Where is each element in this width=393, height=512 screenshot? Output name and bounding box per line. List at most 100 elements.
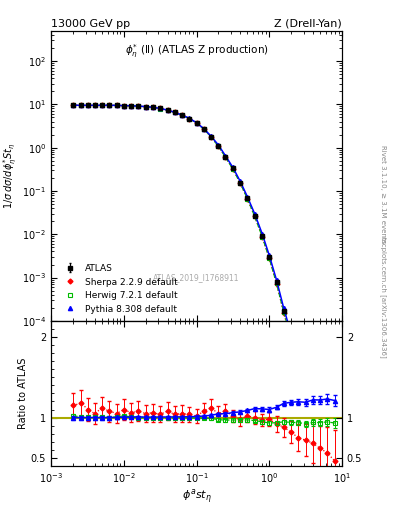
Herwig 7.2.1 default — [318, 454, 322, 460]
Herwig 7.2.1 default — [223, 154, 228, 160]
Herwig 7.2.1 default — [92, 102, 97, 109]
Herwig 7.2.1 default — [121, 102, 126, 109]
Herwig 7.2.1 default — [289, 335, 294, 342]
Sherpa 2.2.9 default — [187, 115, 192, 121]
Pythia 8.308 default — [289, 331, 294, 337]
Sherpa 2.2.9 default — [310, 428, 315, 434]
Herwig 7.2.1 default — [209, 134, 213, 140]
Herwig 7.2.1 default — [260, 233, 264, 240]
Sherpa 2.2.9 default — [143, 103, 148, 110]
Sherpa 2.2.9 default — [85, 102, 90, 108]
Sherpa 2.2.9 default — [121, 102, 126, 109]
Pythia 8.308 default — [202, 125, 206, 132]
Sherpa 2.2.9 default — [71, 102, 75, 108]
Sherpa 2.2.9 default — [165, 107, 170, 113]
Pythia 8.308 default — [114, 102, 119, 109]
Sherpa 2.2.9 default — [325, 495, 330, 501]
Pythia 8.308 default — [230, 164, 235, 170]
Sherpa 2.2.9 default — [209, 134, 213, 140]
Pythia 8.308 default — [121, 102, 126, 109]
Herwig 7.2.1 default — [79, 102, 84, 109]
Herwig 7.2.1 default — [136, 103, 141, 109]
Pythia 8.308 default — [325, 482, 330, 488]
Text: ATLAS_2019_I1768911: ATLAS_2019_I1768911 — [153, 273, 240, 282]
Sherpa 2.2.9 default — [107, 102, 112, 109]
Text: Rivet 3.1.10, ≥ 3.1M events: Rivet 3.1.10, ≥ 3.1M events — [380, 145, 386, 244]
Sherpa 2.2.9 default — [303, 396, 308, 402]
Pythia 8.308 default — [310, 417, 315, 423]
Herwig 7.2.1 default — [230, 166, 235, 172]
Herwig 7.2.1 default — [180, 112, 184, 118]
Sherpa 2.2.9 default — [202, 126, 206, 132]
Herwig 7.2.1 default — [114, 102, 119, 109]
Text: 13000 GeV pp: 13000 GeV pp — [51, 18, 130, 29]
Pythia 8.308 default — [209, 133, 213, 139]
Herwig 7.2.1 default — [85, 102, 90, 109]
Pythia 8.308 default — [79, 102, 84, 109]
Sherpa 2.2.9 default — [158, 105, 162, 112]
Herwig 7.2.1 default — [202, 126, 206, 132]
Pythia 8.308 default — [187, 115, 192, 121]
Pythia 8.308 default — [107, 102, 112, 109]
Pythia 8.308 default — [318, 449, 322, 455]
Sherpa 2.2.9 default — [245, 196, 250, 202]
Pythia 8.308 default — [260, 230, 264, 237]
Y-axis label: Ratio to ATLAS: Ratio to ATLAS — [18, 358, 28, 429]
Pythia 8.308 default — [194, 120, 199, 126]
Pythia 8.308 default — [129, 103, 134, 109]
Pythia 8.308 default — [252, 210, 257, 217]
Pythia 8.308 default — [267, 252, 272, 258]
Herwig 7.2.1 default — [71, 102, 75, 109]
Pythia 8.308 default — [223, 153, 228, 159]
Pythia 8.308 default — [85, 102, 90, 109]
Herwig 7.2.1 default — [151, 104, 155, 111]
Pythia 8.308 default — [274, 277, 279, 283]
Line: Herwig 7.2.1 default: Herwig 7.2.1 default — [71, 103, 337, 512]
Pythia 8.308 default — [136, 103, 141, 109]
Sherpa 2.2.9 default — [180, 112, 184, 118]
Herwig 7.2.1 default — [107, 102, 112, 109]
Pythia 8.308 default — [92, 102, 97, 109]
Sherpa 2.2.9 default — [318, 460, 322, 466]
Herwig 7.2.1 default — [129, 103, 134, 109]
Pythia 8.308 default — [303, 387, 308, 393]
Pythia 8.308 default — [238, 178, 242, 184]
Sherpa 2.2.9 default — [151, 104, 155, 110]
Pythia 8.308 default — [245, 194, 250, 200]
Pythia 8.308 default — [165, 107, 170, 113]
Sherpa 2.2.9 default — [252, 213, 257, 219]
Herwig 7.2.1 default — [172, 110, 177, 116]
Sherpa 2.2.9 default — [114, 102, 119, 109]
Herwig 7.2.1 default — [158, 105, 162, 112]
Sherpa 2.2.9 default — [260, 233, 264, 240]
Sherpa 2.2.9 default — [289, 337, 294, 343]
Herwig 7.2.1 default — [274, 281, 279, 287]
Line: Sherpa 2.2.9 default: Sherpa 2.2.9 default — [71, 103, 336, 512]
Text: Z (Drell-Yan): Z (Drell-Yan) — [274, 18, 342, 29]
Herwig 7.2.1 default — [143, 103, 148, 110]
Sherpa 2.2.9 default — [136, 103, 141, 109]
Sherpa 2.2.9 default — [172, 109, 177, 115]
Pythia 8.308 default — [143, 103, 148, 110]
X-axis label: $\phi^{a}st_{\eta}$: $\phi^{a}st_{\eta}$ — [182, 487, 211, 506]
Y-axis label: $1/\sigma\,d\sigma/d\phi^{*}_{\eta}St_{\eta}$: $1/\sigma\,d\sigma/d\phi^{*}_{\eta}St_{\… — [2, 143, 19, 209]
Pythia 8.308 default — [180, 112, 184, 118]
Pythia 8.308 default — [99, 102, 104, 109]
Herwig 7.2.1 default — [303, 392, 308, 398]
Herwig 7.2.1 default — [99, 102, 104, 109]
Sherpa 2.2.9 default — [281, 310, 286, 316]
Herwig 7.2.1 default — [238, 180, 242, 186]
Sherpa 2.2.9 default — [223, 154, 228, 160]
Sherpa 2.2.9 default — [194, 120, 199, 126]
Pythia 8.308 default — [296, 358, 301, 365]
Pythia 8.308 default — [158, 105, 162, 112]
Sherpa 2.2.9 default — [274, 281, 279, 287]
Herwig 7.2.1 default — [296, 363, 301, 369]
Sherpa 2.2.9 default — [216, 143, 221, 150]
Sherpa 2.2.9 default — [129, 102, 134, 109]
Herwig 7.2.1 default — [252, 213, 257, 219]
Herwig 7.2.1 default — [281, 309, 286, 315]
Herwig 7.2.1 default — [165, 107, 170, 113]
Sherpa 2.2.9 default — [267, 255, 272, 261]
Line: Pythia 8.308 default: Pythia 8.308 default — [71, 103, 337, 512]
